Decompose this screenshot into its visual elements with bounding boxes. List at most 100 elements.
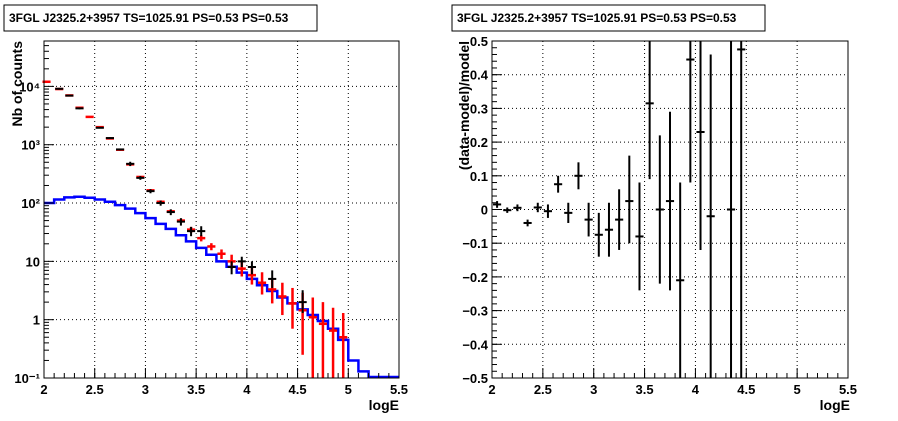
y-tick-label: −0.1	[462, 236, 488, 251]
counts-axes: 2 2.5 3 3.5 4 4.5 5 5.5 10⁻¹ 1 10 10² 10³ 10⁴	[14, 45, 408, 397]
data-point	[726, 41, 736, 378]
data-point	[706, 54, 715, 378]
residual-panel: 3FGL J2325.2+3957 TS=1025.91 PS=0.53 PS=…	[451, 4, 857, 413]
counts-y-axis-title: Nb of counts	[9, 41, 25, 127]
data-point	[288, 287, 297, 329]
counts-x-axis-title: logE	[369, 397, 399, 413]
x-tick-label: 3	[590, 382, 597, 397]
data-point	[554, 175, 563, 193]
data-point	[329, 307, 338, 378]
data-point	[55, 87, 64, 90]
x-tick-label: 5	[794, 382, 801, 397]
y-tick-label: 10	[26, 254, 40, 269]
data-point	[85, 115, 94, 119]
data-point	[308, 297, 317, 378]
data-point	[187, 226, 196, 237]
data-point	[268, 270, 277, 288]
data-point	[523, 219, 532, 227]
data-point	[298, 290, 307, 314]
data-point	[665, 111, 675, 291]
data-point	[65, 94, 74, 97]
x-tick-label: 4.5	[737, 382, 755, 397]
data-point	[197, 226, 206, 237]
y-tick-label: 0.4	[470, 68, 489, 83]
data-point	[737, 41, 746, 378]
x-tick-label: 2.5	[86, 382, 104, 397]
data-point	[533, 202, 542, 213]
data-point	[197, 235, 206, 242]
data-point	[339, 313, 348, 378]
data-point	[217, 249, 226, 259]
y-tick-label: 1	[33, 313, 40, 328]
data-point	[696, 41, 705, 250]
y-tick-label: 10⁴	[19, 79, 40, 94]
x-tick-label: 3	[142, 382, 149, 397]
y-tick-label: −0.5	[462, 371, 488, 386]
data-point	[676, 182, 685, 378]
data-point	[574, 162, 583, 190]
x-tick-label: 4.5	[289, 382, 307, 397]
data-point	[604, 202, 614, 257]
data-point	[207, 243, 216, 251]
data-point	[625, 155, 634, 244]
data-point	[237, 256, 246, 268]
data-point	[156, 200, 165, 206]
x-tick-label: 5.5	[839, 382, 857, 397]
data-point	[635, 182, 644, 291]
x-tick-label: 2.5	[534, 382, 552, 397]
x-tick-label: 3.5	[636, 382, 654, 397]
data-point	[615, 189, 624, 250]
data-point	[116, 148, 125, 151]
data-point	[655, 135, 664, 284]
y-tick-label: −0.4	[462, 337, 488, 352]
data-point	[136, 176, 145, 180]
residual-title-box	[451, 4, 766, 32]
y-tick-label: −0.2	[462, 270, 488, 285]
counts-title-box	[3, 4, 318, 32]
data-point	[584, 202, 593, 237]
data-point	[564, 202, 573, 223]
y-tick-label: 0	[481, 203, 488, 218]
y-tick-label: 10³	[21, 138, 40, 153]
data-point	[686, 41, 695, 183]
data-point	[176, 218, 185, 226]
y-tick-label: −0.3	[462, 304, 488, 319]
residual-axes: 2 2.5 3 3.5 4 4.5 5 5.5 −0.5 −0.4 −0.3 −0.2 −0.1 0 0.1…	[462, 34, 857, 397]
y-tick-label: 0.5	[470, 34, 488, 49]
counts-title: 3FGL J2325.2+3957 TS=1025.91 PS=0.53 PS=…	[9, 11, 289, 25]
residual-y-axis-title: (data-model)/model	[456, 41, 472, 170]
data-point	[227, 261, 236, 275]
x-tick-label: 3.5	[187, 382, 205, 397]
data-point	[318, 302, 327, 378]
residual-title: 3FGL J2325.2+3957 TS=1025.91 PS=0.53 PS=…	[457, 11, 737, 25]
residual-grid	[492, 41, 848, 378]
data-point	[645, 41, 654, 180]
data-point	[503, 207, 512, 213]
data-point	[543, 204, 553, 218]
data-point	[146, 189, 155, 194]
x-tick-label: 4	[243, 382, 251, 397]
histogram-line-model	[44, 195, 399, 379]
data-point	[258, 272, 267, 295]
data-point	[278, 282, 287, 316]
counts-panel: 3FGL J2325.2+3957 TS=1025.91 PS=0.53 PS=…	[3, 4, 408, 413]
y-tick-label: 0.3	[470, 101, 488, 116]
counts-series	[42, 80, 399, 379]
y-tick-label: 10²	[21, 196, 40, 211]
data-point	[594, 212, 603, 257]
x-tick-label: 5	[345, 382, 352, 397]
y-tick-label: 0.2	[470, 135, 488, 150]
data-point	[95, 126, 104, 129]
data-point	[513, 204, 522, 212]
data-point	[105, 137, 114, 140]
data-point	[75, 107, 84, 110]
residual-series	[493, 41, 746, 378]
data-point	[493, 201, 502, 208]
counts-plot-frame	[43, 40, 400, 379]
x-tick-label: 2	[40, 382, 47, 397]
y-tick-label: 0.1	[470, 169, 488, 184]
x-tick-label: 2	[488, 382, 495, 397]
x-tick-label: 5.5	[390, 382, 408, 397]
data-point	[247, 261, 256, 275]
